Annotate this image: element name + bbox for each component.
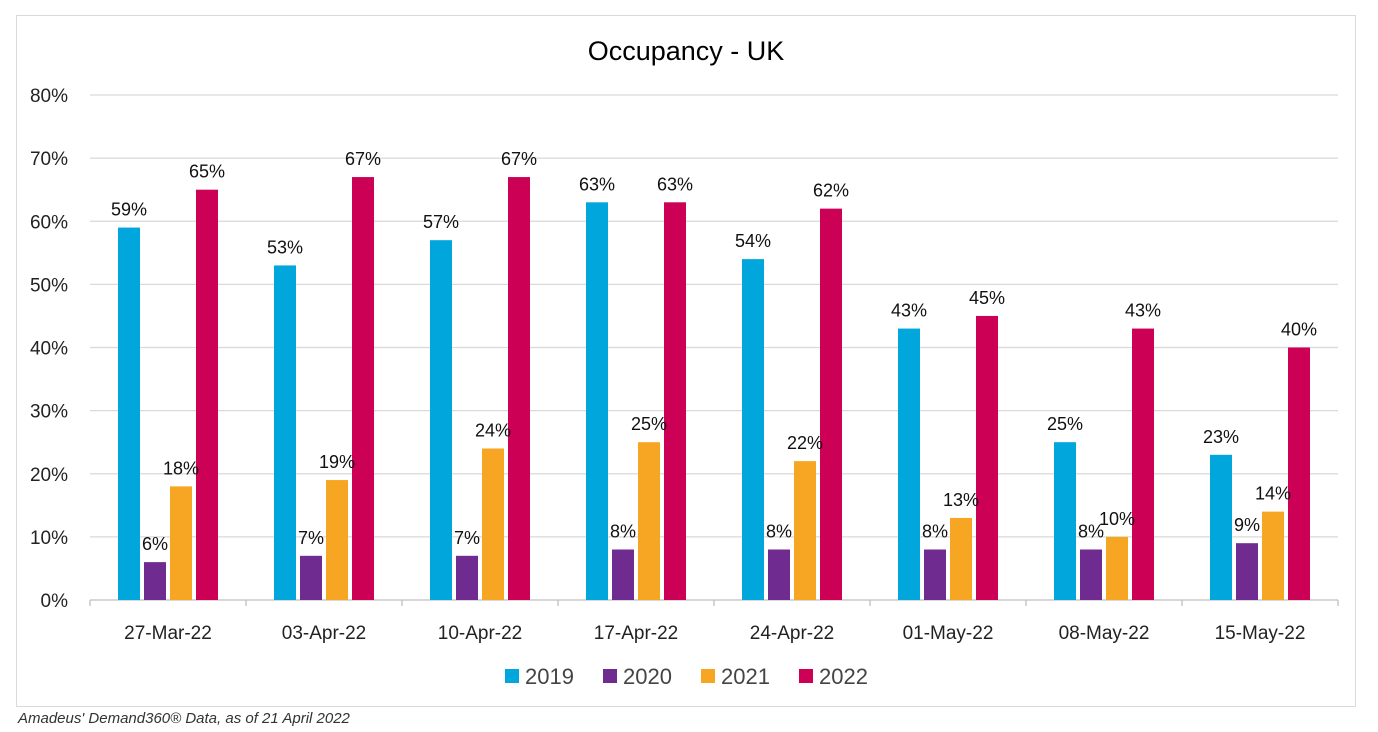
data-label: 62% (813, 181, 849, 201)
y-axis-ticks: 0% 10% 20% 30% 40% 50% 60% 70% 80% (30, 86, 68, 612)
bar-2020 (144, 562, 166, 600)
x-tick-label: 24-Apr-22 (750, 623, 835, 644)
y-tick-label: 60% (30, 212, 68, 233)
data-label: 25% (631, 414, 667, 434)
data-label: 18% (163, 458, 199, 478)
y-tick-label: 80% (30, 86, 68, 107)
data-label: 43% (1125, 301, 1161, 321)
x-tick-label: 03-Apr-22 (282, 623, 367, 644)
bar-2022 (352, 177, 374, 600)
bar-2020 (924, 549, 946, 600)
data-label: 8% (922, 522, 948, 542)
bar-2021 (1106, 536, 1128, 600)
x-tick-label: 27-Mar-22 (124, 623, 212, 644)
chart-frame (16, 15, 1356, 707)
bar-2021 (638, 442, 660, 600)
data-label: 45% (969, 288, 1005, 308)
bar-2021 (170, 486, 192, 600)
bar-2021 (794, 461, 816, 600)
bar-2019 (586, 202, 608, 600)
x-tick-label: 01-May-22 (903, 623, 994, 644)
data-label: 7% (298, 528, 324, 548)
data-label: 22% (787, 433, 823, 453)
bar-2020 (1236, 543, 1258, 600)
data-label: 14% (1255, 484, 1291, 504)
data-label: 19% (319, 452, 355, 472)
bar-2022 (664, 202, 686, 600)
data-label: 23% (1203, 427, 1239, 447)
bar-2021 (326, 480, 348, 600)
legend-swatch-2021 (701, 669, 715, 683)
gridlines (90, 94, 1338, 601)
bar-2022 (976, 315, 998, 600)
data-label: 59% (111, 200, 147, 220)
bar-2021 (950, 517, 972, 600)
legend-label: 2019 (525, 664, 574, 689)
bar-2019 (1054, 442, 1076, 600)
bar-2022 (196, 189, 218, 600)
bar-2019 (1210, 454, 1232, 600)
bar-2019 (742, 259, 764, 600)
data-label: 9% (1234, 515, 1260, 535)
legend: 2019 2020 2021 2022 (505, 664, 868, 689)
data-label: 6% (142, 534, 168, 554)
data-label: 54% (735, 231, 771, 251)
data-label: 67% (501, 149, 537, 169)
data-label: 53% (267, 237, 303, 257)
data-label: 67% (345, 149, 381, 169)
chart-title: Occupancy - UK (588, 36, 785, 66)
data-label: 8% (1078, 522, 1104, 542)
x-axis-ticks: 27-Mar-22 03-Apr-22 10-Apr-22 17-Apr-22 24-A… (89, 600, 1339, 644)
bar-2022 (508, 177, 530, 600)
bar-2022 (1132, 328, 1154, 600)
data-label: 57% (423, 212, 459, 232)
bar-2020 (768, 549, 790, 600)
legend-label: 2021 (721, 664, 770, 689)
source-note: Amadeus' Demand360® Data, as of 21 April… (18, 710, 350, 727)
y-tick-label: 50% (30, 275, 68, 296)
data-label: 25% (1047, 414, 1083, 434)
data-labels: 59% 6% 18% 65% 53% 7% 19% 67% 57% 7% 24% 67% 63% 8% 25… (111, 149, 1317, 554)
y-tick-label: 30% (30, 402, 68, 423)
data-label: 10% (1099, 509, 1135, 529)
data-label: 8% (610, 522, 636, 542)
bar-2020 (300, 555, 322, 600)
data-label: 7% (454, 528, 480, 548)
data-label: 65% (189, 162, 225, 182)
bar-2020 (1080, 549, 1102, 600)
x-tick-label: 15-May-22 (1215, 623, 1306, 644)
bar-2019 (898, 328, 920, 600)
data-label: 63% (657, 174, 693, 194)
data-label: 63% (579, 174, 615, 194)
legend-label: 2022 (819, 664, 868, 689)
legend-swatch-2020 (603, 669, 617, 683)
x-tick-label: 10-Apr-22 (438, 623, 523, 644)
bar-2021 (1262, 511, 1284, 600)
legend-label: 2020 (623, 664, 672, 689)
data-label: 24% (475, 421, 511, 441)
legend-swatch-2019 (505, 669, 519, 683)
bar-2021 (482, 448, 504, 600)
bar-2020 (612, 549, 634, 600)
bar-2022 (1288, 347, 1310, 600)
y-tick-label: 40% (30, 339, 68, 360)
bar-2019 (274, 265, 296, 600)
x-tick-label: 08-May-22 (1059, 623, 1150, 644)
data-label: 8% (766, 522, 792, 542)
bars (118, 177, 1310, 600)
bar-2019 (430, 240, 452, 600)
bar-2020 (456, 555, 478, 600)
data-label: 43% (891, 301, 927, 321)
x-tick-label: 17-Apr-22 (594, 623, 679, 644)
y-tick-label: 0% (41, 591, 69, 612)
bar-2019 (118, 227, 140, 600)
data-label: 40% (1281, 320, 1317, 340)
legend-swatch-2022 (799, 669, 813, 683)
data-label: 13% (943, 490, 979, 510)
y-tick-label: 20% (30, 465, 68, 486)
y-tick-label: 10% (30, 528, 68, 549)
y-tick-label: 70% (30, 149, 68, 170)
bar-2022 (820, 208, 842, 600)
